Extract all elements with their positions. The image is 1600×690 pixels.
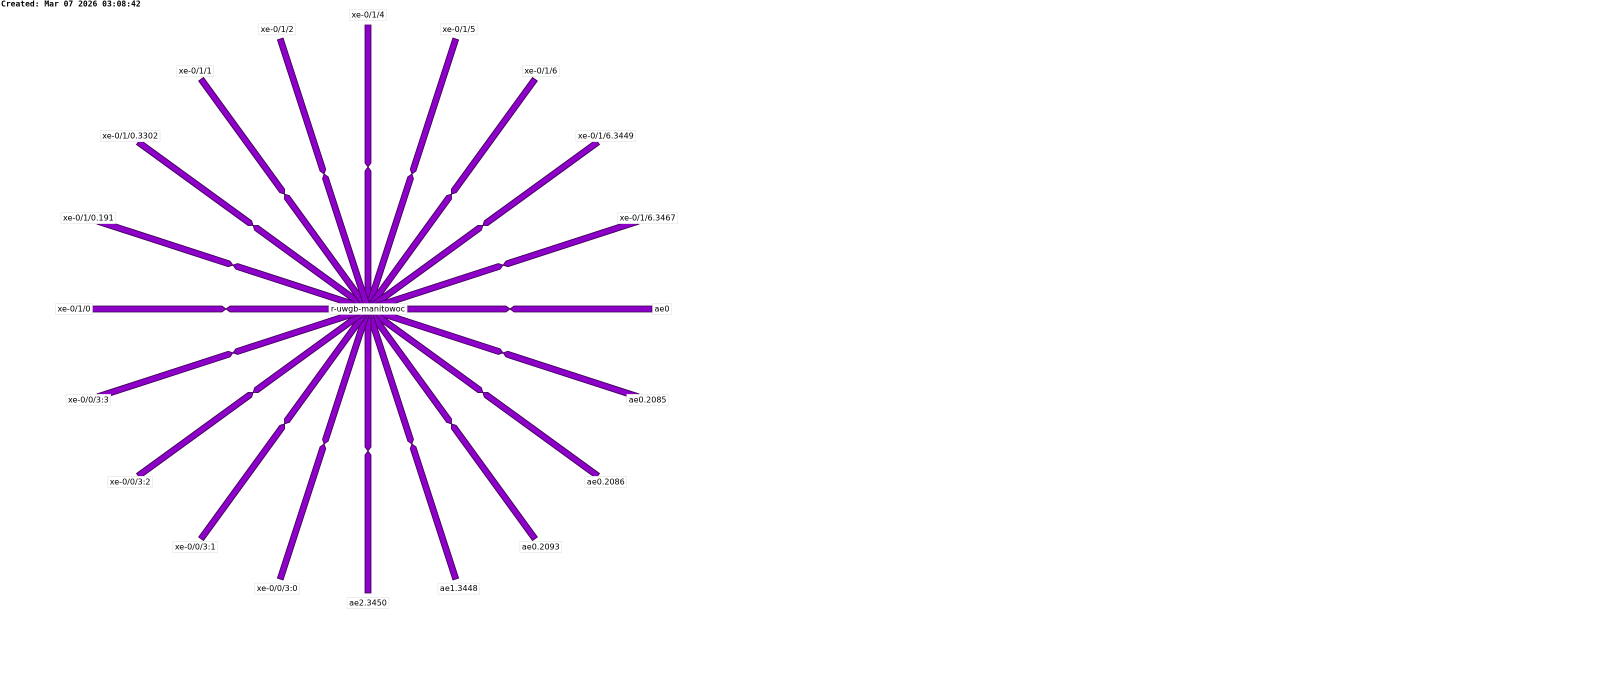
label-box — [65, 394, 112, 406]
label-text: ae0 — [655, 305, 670, 314]
center-node-label: r-uwgb-manitowoc — [328, 303, 408, 315]
label-text: xe-0/1/6.3449 — [578, 132, 634, 141]
node-label: xe-0/1/6 — [522, 65, 560, 77]
label-text: ae2.3450 — [349, 599, 387, 608]
links — [83, 24, 653, 594]
link-arrow — [502, 217, 640, 268]
label-text: ae1.3448 — [440, 584, 478, 593]
link-arrow — [502, 350, 640, 401]
node-label: ae0.2085 — [626, 394, 669, 406]
label-text: xe-0/1/6.3467 — [620, 214, 676, 223]
node-label: xe-0/1/0 — [55, 303, 93, 315]
link-arrow — [450, 423, 538, 542]
node-label: xe-0/1/1 — [176, 65, 214, 77]
label-box — [258, 23, 296, 36]
label-box — [584, 476, 628, 488]
link-arrow — [364, 24, 372, 168]
label-box — [349, 9, 387, 21]
label-box — [575, 130, 637, 142]
labels: xe-0/1/4 xe-0/1/5 xe-0/1/6 xe-0/1/6.3449 xe-… — [55, 9, 678, 609]
label-box — [652, 303, 672, 315]
link-arrow — [276, 443, 327, 581]
label-text: xe-0/1/0 — [58, 305, 91, 314]
link-arrow — [509, 305, 653, 313]
link-arrow — [409, 37, 460, 175]
label-box — [99, 130, 161, 142]
node-label: ae0.2086 — [584, 476, 628, 488]
label-text: xe-0/1/0.191 — [63, 214, 114, 223]
link-arrow — [198, 423, 286, 542]
label-box — [617, 212, 678, 224]
node-label: xe-0/1/5 — [440, 23, 478, 36]
node-label: ae0 — [652, 303, 672, 315]
label-text: r-uwgb-manitowoc — [331, 305, 405, 314]
link-arrow — [198, 76, 286, 195]
label-text: xe-0/0/3:0 — [257, 584, 298, 593]
label-text: xe-0/1/6 — [524, 67, 557, 76]
label-box — [328, 303, 408, 315]
link-arrow — [83, 305, 227, 313]
node-label: xe-0/0/3:0 — [254, 582, 300, 595]
node-label: xe-0/1/6.3449 — [575, 130, 637, 142]
link-arrow — [482, 391, 601, 479]
label-text: xe-0/0/3:2 — [110, 477, 151, 486]
node-label: ae2.3450 — [346, 597, 390, 609]
label-box — [55, 303, 93, 315]
label-text: xe-0/1/0.3302 — [102, 132, 158, 141]
label-box — [440, 23, 478, 36]
node-label: xe-0/1/4 — [349, 9, 387, 21]
node-label: xe-0/1/6.3467 — [617, 212, 678, 224]
label-box — [626, 394, 669, 406]
label-text: xe-0/1/4 — [352, 11, 385, 20]
label-box — [60, 212, 117, 224]
link-arrow — [135, 391, 254, 479]
label-box — [107, 476, 153, 488]
link-arrow — [96, 217, 234, 268]
label-box — [522, 65, 560, 77]
link-arrow — [450, 76, 538, 195]
node-label: xe-0/1/0.191 — [60, 212, 117, 224]
label-text: xe-0/0/3:1 — [175, 542, 216, 551]
link-arrow — [364, 166, 372, 310]
node-label: xe-0/0/3:3 — [65, 394, 112, 406]
label-box — [437, 582, 481, 595]
label-box — [254, 582, 300, 595]
label-text: xe-0/1/5 — [442, 25, 475, 34]
node-label: xe-0/1/2 — [258, 23, 296, 36]
label-text: xe-0/1/1 — [179, 67, 212, 76]
node-label: ae0.2093 — [519, 541, 562, 553]
link-arrow — [96, 350, 234, 401]
label-text: xe-0/0/3:3 — [68, 395, 109, 404]
label-box — [176, 65, 214, 77]
link-arrow — [135, 139, 254, 227]
label-text: xe-0/1/2 — [261, 25, 294, 34]
link-arrow — [364, 450, 372, 594]
label-text: ae0.2085 — [629, 395, 667, 404]
node-label: xe-0/0/3:2 — [107, 476, 153, 488]
link-arrow — [409, 443, 460, 581]
label-text: ae0.2093 — [522, 542, 560, 551]
label-text: ae0.2086 — [587, 477, 625, 486]
node-label: ae1.3448 — [437, 582, 481, 595]
link-arrow — [276, 37, 327, 175]
node-label: xe-0/0/3:1 — [172, 541, 218, 553]
created-timestamp: Created: Mar 07 2026 03:08:42 — [1, 0, 141, 9]
label-box — [172, 541, 218, 553]
node-label: xe-0/1/0.3302 — [99, 130, 161, 142]
link-arrow — [482, 139, 601, 227]
label-box — [346, 597, 390, 609]
label-box — [519, 541, 562, 553]
link-arrow — [364, 308, 372, 452]
